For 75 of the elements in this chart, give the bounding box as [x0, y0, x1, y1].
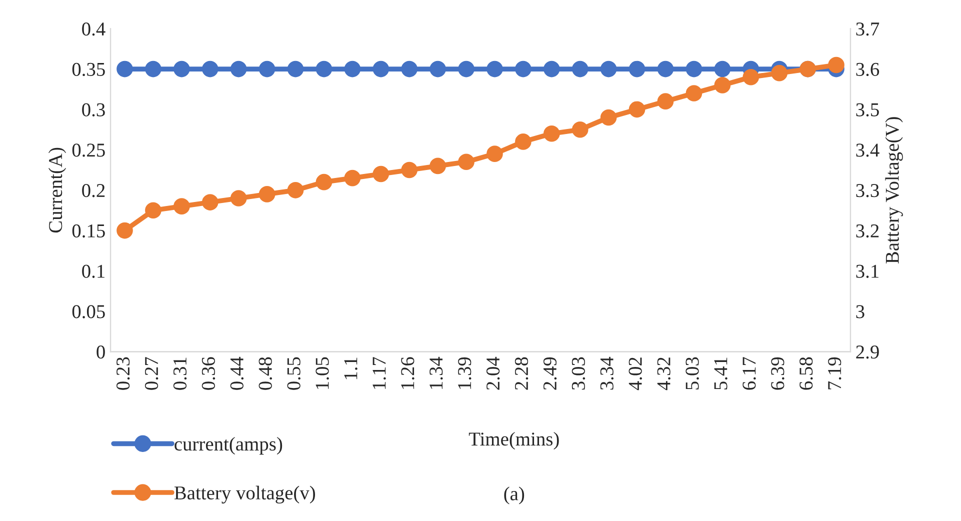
- point: [116, 222, 133, 239]
- point: [344, 170, 361, 186]
- legend-label: Battery voltage(v): [174, 486, 316, 504]
- x-tick-label: 6.58: [800, 357, 813, 390]
- x-tick-label: 3.03: [572, 357, 586, 390]
- y-tick-label: 0.1: [82, 264, 104, 278]
- y2-tick-label: 3.7: [856, 22, 880, 36]
- x-tick-label: 1.1: [344, 358, 358, 380]
- point: [543, 125, 560, 142]
- x-tick-label: 0.44: [230, 356, 244, 390]
- y-tick-label: 0.2: [82, 184, 105, 198]
- y-tick-label: 0.4: [82, 22, 106, 36]
- x-tick-label: 2.04: [486, 356, 500, 390]
- x-axis-title: Time(mins): [468, 432, 559, 450]
- point: [572, 121, 588, 138]
- y-axis-title: Current(A): [48, 148, 66, 233]
- point: [686, 85, 702, 102]
- y2-axis-title: Battery Voltage(V): [885, 117, 903, 264]
- x-tick-label: 0.48: [258, 357, 272, 390]
- x-tick-label: 6.39: [771, 357, 784, 390]
- point: [458, 154, 474, 170]
- point: [145, 202, 162, 219]
- x-tick-label: 2.49: [543, 357, 557, 390]
- y2-tick-label: 3.3: [856, 184, 879, 198]
- x-tick-label: 1.17: [372, 357, 386, 389]
- x-tick-label: 1.05: [316, 357, 329, 389]
- y2-tick-label: 3.2: [856, 224, 879, 238]
- point: [372, 166, 390, 182]
- y2-tick-label: 3.4: [856, 144, 880, 157]
- y2-tick-label: 2.9: [856, 346, 879, 359]
- y2-tick-label: 3.1: [856, 264, 878, 278]
- point: [600, 109, 617, 126]
- x-tick-label: 1.26: [401, 357, 414, 389]
- point: [202, 194, 218, 210]
- point: [430, 158, 446, 174]
- point: [771, 64, 788, 82]
- point: [174, 198, 190, 214]
- x-tick-label: 0.31: [173, 358, 187, 390]
- point: [714, 77, 731, 94]
- point: [628, 101, 646, 118]
- y2-tick-label: 3.5: [856, 103, 879, 116]
- x-tick-label: 0.36: [202, 357, 216, 390]
- point: [287, 182, 304, 198]
- y-tick-label: 0.05: [72, 305, 105, 318]
- y-tick-label: 0.15: [72, 224, 105, 238]
- point: [230, 190, 247, 206]
- x-tick-label: 0.55: [287, 357, 300, 390]
- text: (a): [504, 486, 524, 504]
- x-tick-label: 2.28: [514, 357, 528, 390]
- point: [828, 56, 844, 74]
- point: [486, 146, 503, 162]
- point: [316, 174, 332, 190]
- point: [401, 162, 418, 178]
- x-tick-label: 7.19: [828, 357, 842, 390]
- y-tick-label: 0.35: [72, 62, 105, 76]
- x-tick-label: 1.34: [430, 356, 443, 389]
- x-tick-label: 0.23: [116, 357, 130, 390]
- x-tick-label: 4.02: [628, 358, 642, 390]
- point: [742, 68, 760, 86]
- x-tick-label: 4.32: [657, 358, 670, 390]
- y-tick-label: 0.25: [72, 144, 105, 157]
- x-tick-label: 6.17: [742, 357, 756, 390]
- y-tick-label: 0: [96, 345, 105, 359]
- point: [258, 186, 276, 202]
- x-tick-label: 1.39: [458, 357, 472, 389]
- x-tick-label: 3.34: [600, 356, 614, 390]
- x-tick-label: 5.03: [686, 357, 699, 390]
- y-tick-label: 0.3: [82, 103, 105, 116]
- x-tick-label: 5.41: [714, 358, 728, 390]
- point: [515, 134, 532, 150]
- y2-tick-label: 3.6: [856, 62, 880, 76]
- y2-tick-label: 3: [856, 305, 864, 318]
- x-tick-label: 0.27: [144, 357, 158, 390]
- point: [657, 93, 674, 110]
- legend-label: current(amps): [174, 436, 282, 455]
